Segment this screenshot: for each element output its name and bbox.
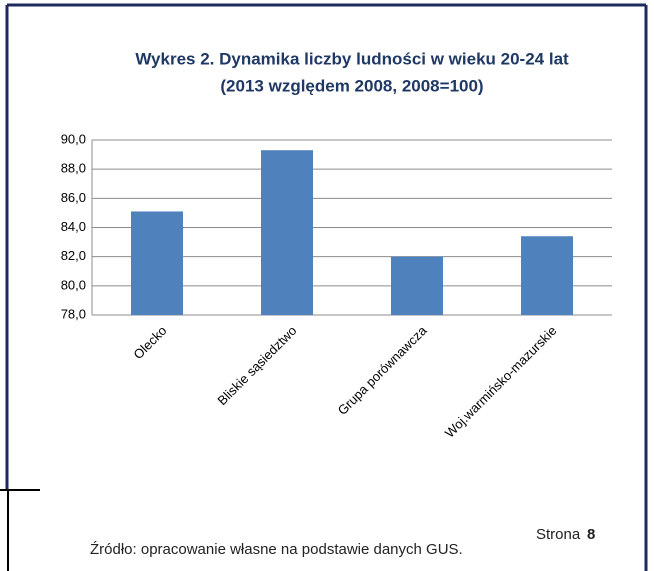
- page-number: 8: [587, 526, 595, 543]
- y-tick-label: 78,0: [61, 306, 86, 321]
- x-tick-label: Woj.warmińsko-mazurskie: [442, 323, 560, 441]
- y-tick-label: 80,0: [61, 277, 86, 292]
- bar: [131, 211, 183, 315]
- bar: [261, 150, 313, 315]
- bar: [521, 236, 573, 315]
- x-tick-label: Olecko: [130, 323, 169, 362]
- y-tick-label: 86,0: [61, 190, 86, 205]
- x-tick-label: Bliskie sąsiedztwo: [214, 323, 299, 408]
- y-tick-label: 84,0: [61, 219, 86, 234]
- y-tick-label: 90,0: [61, 131, 86, 146]
- y-tick-label: 82,0: [61, 248, 86, 263]
- bar: [391, 256, 443, 315]
- chart-title: (2013 względem 2008, 2008=100): [220, 76, 483, 95]
- page-label: Strona: [536, 526, 581, 543]
- x-tick-label: Grupa porównawcza: [335, 322, 430, 417]
- chart-title: Wykres 2. Dynamika liczby ludności w wie…: [135, 49, 569, 68]
- y-tick-label: 88,0: [61, 161, 86, 176]
- source-note: Źródło: opracowanie własne na podstawie …: [90, 541, 463, 558]
